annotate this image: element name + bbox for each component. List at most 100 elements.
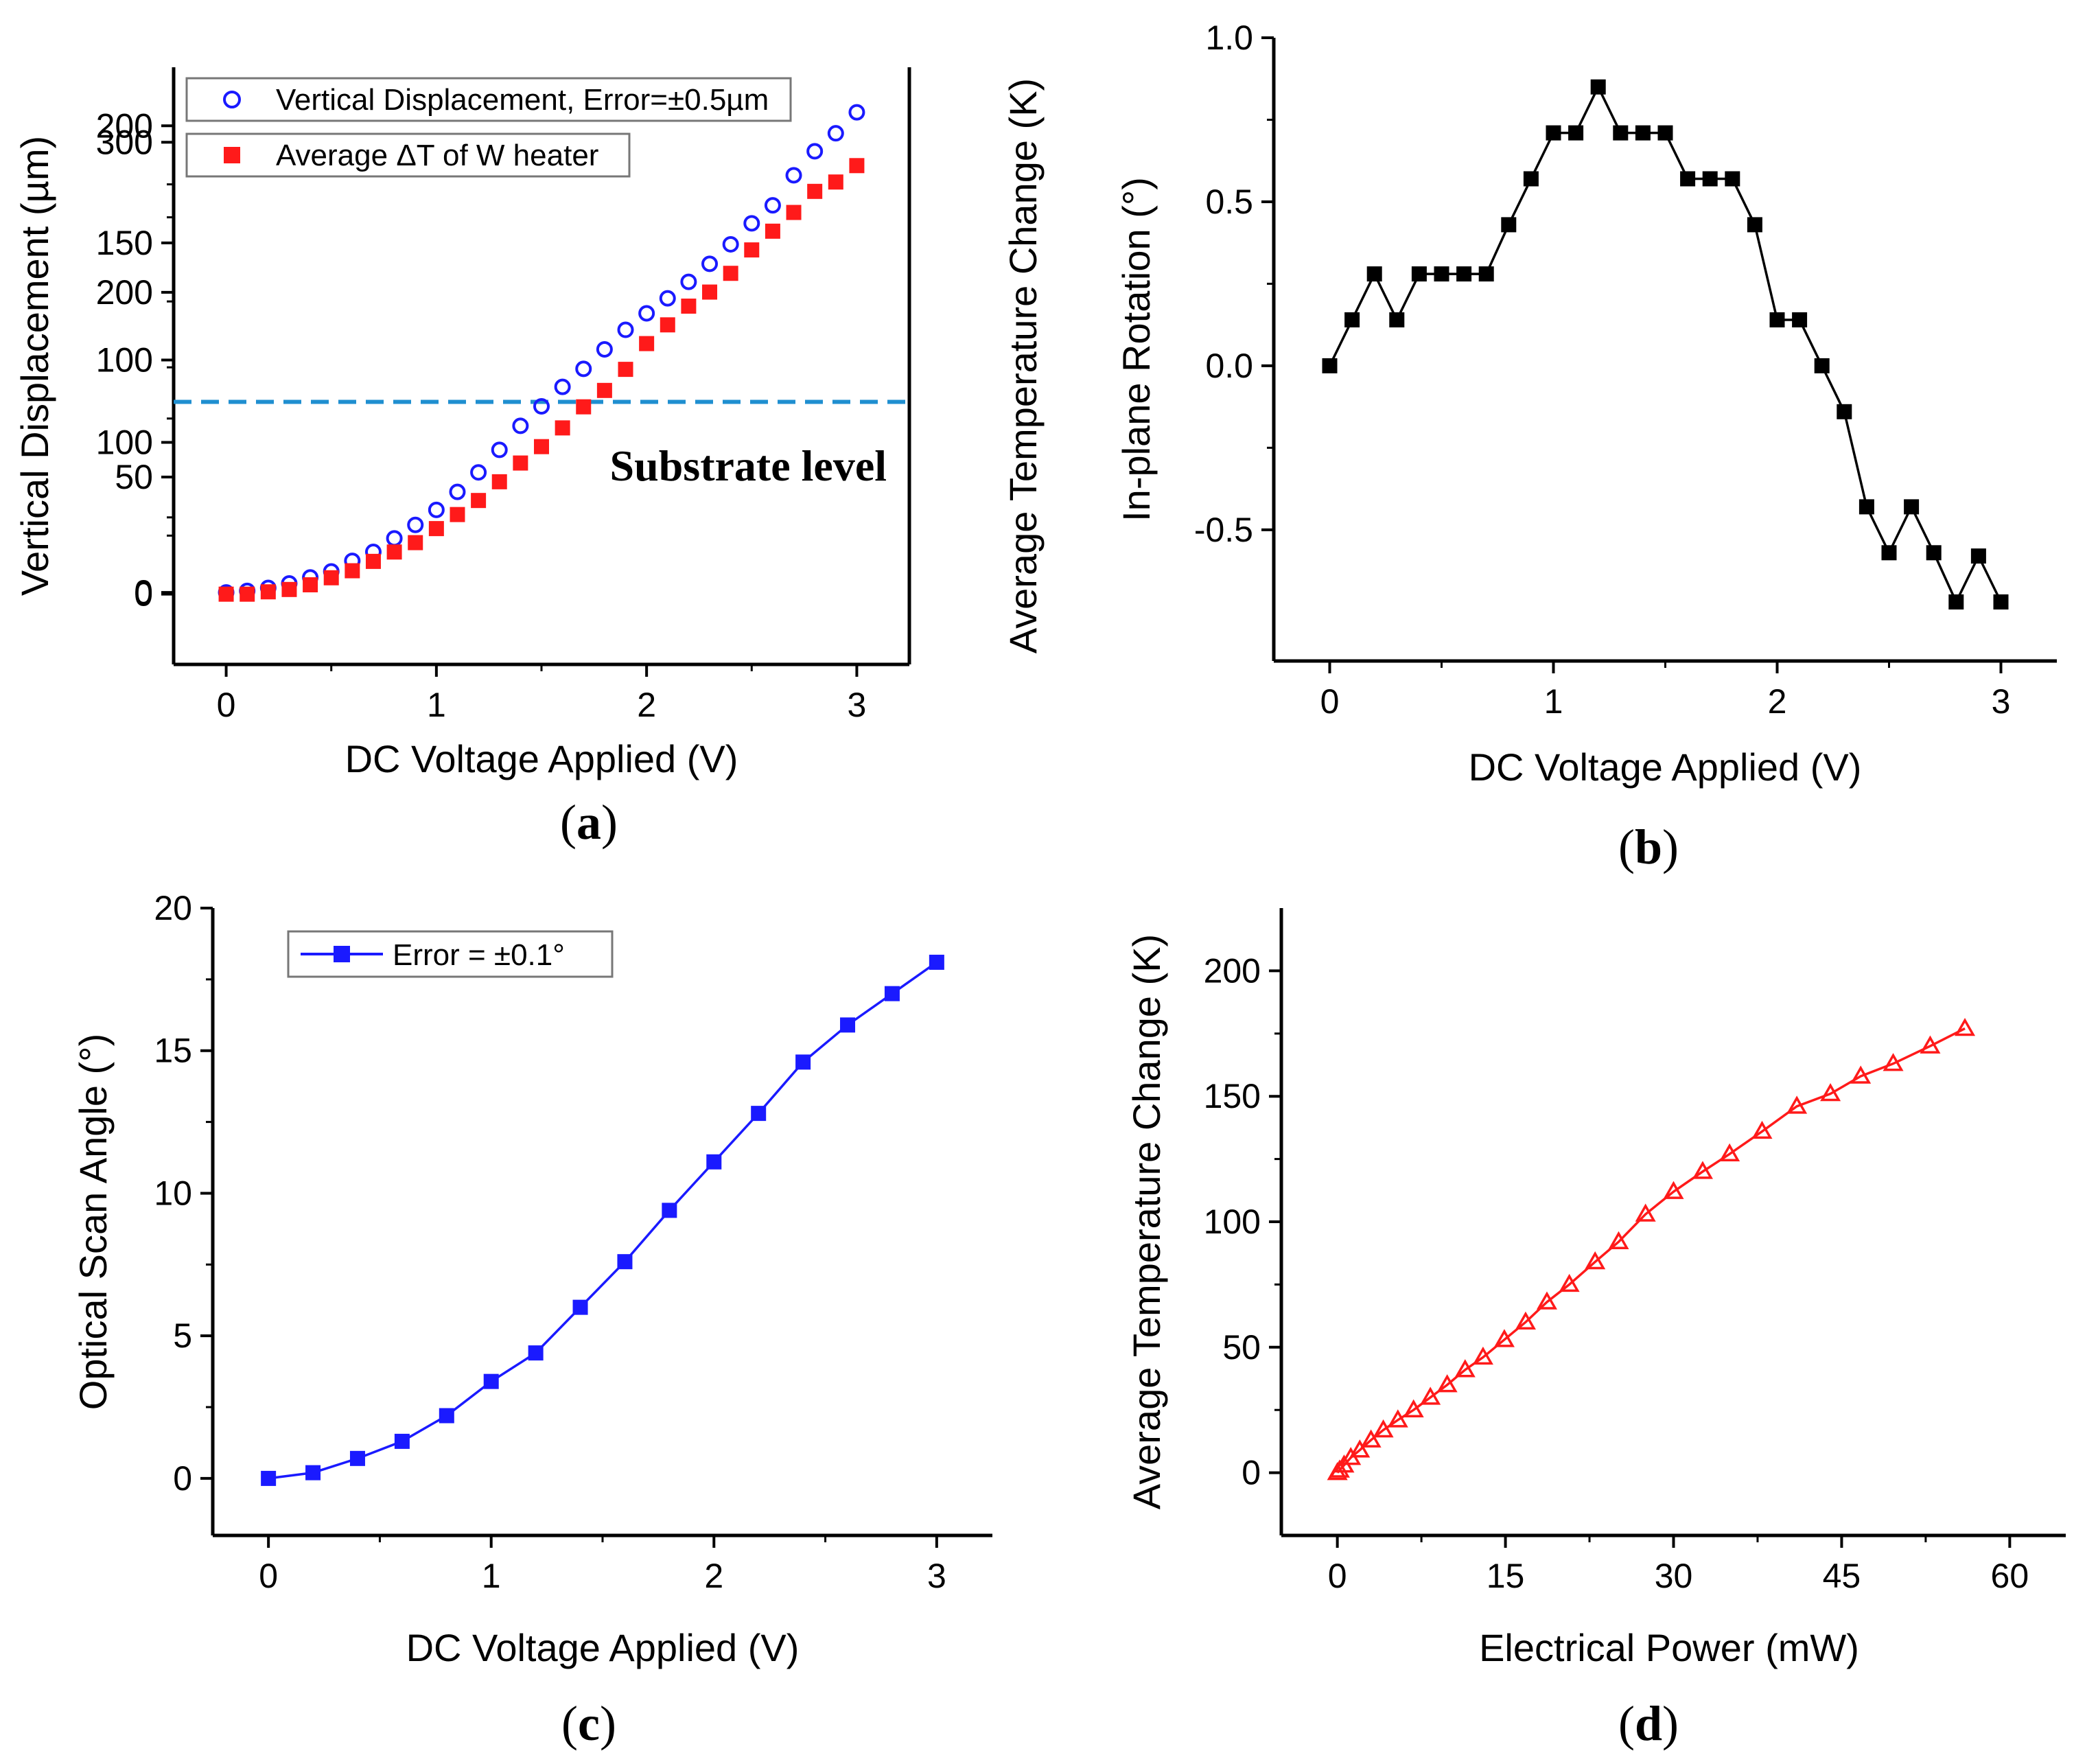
panel-c-scan-angle-point (261, 1470, 277, 1486)
panel-a-temperature-point (596, 382, 612, 398)
panel-a-left-y-tick-label: 0 (134, 573, 153, 612)
panel-a-temperature-point (240, 586, 255, 602)
panel-b-rotation-point (1590, 79, 1606, 95)
panel-b-rotation-point (1546, 125, 1561, 141)
panel-d-temperature-point (1349, 1439, 1371, 1458)
panel-a-legend-marker-1 (223, 91, 241, 108)
panel-d-temperature-point (1751, 1120, 1773, 1139)
panel-b-rotation-point (1411, 266, 1427, 282)
panel-c-legend-marker (334, 946, 350, 962)
panel-b-y-tick-label: 0.0 (1205, 347, 1253, 385)
panel-b-rotation-point (1366, 266, 1382, 282)
panel-a-temperature-point (365, 553, 381, 569)
panel-c-scan-angle-point (349, 1450, 365, 1466)
panel-a-legend-box-1 (185, 77, 792, 122)
panel-a-x-tick-label: 2 (637, 686, 656, 724)
panel-b-rotation-point (1725, 171, 1740, 187)
panel-b-rotation-point (1859, 499, 1874, 515)
panel-a-right-y-tick-label: 100 (96, 340, 153, 379)
panel-a-y-axis-label-left: Vertical Displacement (µm) (13, 136, 56, 596)
panel-d-temperature-point (1472, 1346, 1493, 1365)
panel-d-caption: (d) (1618, 1696, 1679, 1751)
panel-c-scan-angle-point (751, 1106, 767, 1122)
panel-a-legend-label-2: Average ΔT of W heater (276, 139, 598, 172)
panel-b-rotation-point (1904, 499, 1920, 515)
panel-d-temperature-point (1403, 1399, 1424, 1417)
panel-c-scan-angle-point (528, 1345, 544, 1361)
panel-a-displacement-point (596, 340, 613, 358)
panel-d-temperature-point (1719, 1143, 1740, 1162)
panel-d-x-tick-label: 30 (1655, 1557, 1693, 1595)
panel-b-rotation-point (1769, 312, 1785, 327)
panel-b-rotation-point (1523, 171, 1539, 187)
panel-c-y-ticks: 0 5 10 15 20 (154, 889, 213, 1498)
panel-a-legend-label-1: Vertical Displacement, Error=±0.5µm (276, 83, 769, 117)
panel-b-rotation-point (1635, 125, 1651, 141)
panel-b-rotation-point (1702, 171, 1718, 187)
panel-a-displacement-point (512, 417, 529, 434)
panel-c-caption: (c) (561, 1696, 616, 1751)
panel-d-temperature-point (1608, 1231, 1629, 1249)
panel-a-displacement-point (407, 516, 424, 533)
panel-a-legend: Vertical Displacement, Error=±0.5µm Aver… (185, 77, 792, 178)
panel-d-temperature-point (1920, 1035, 1941, 1054)
panel-a-y-ticks-left: 0 100 200 300 (96, 123, 174, 612)
panel-a-displacement-point (743, 215, 760, 232)
panel-b-rotation-line (1328, 84, 2003, 605)
panel-c-y-tick-label: 5 (173, 1316, 192, 1355)
panel-a-x-tick-label: 1 (427, 686, 446, 724)
panel-a-series-temperature (218, 158, 865, 602)
panel-d-temperature-point (1387, 1409, 1408, 1428)
panel-b-x-ticks: 0 1 2 3 (1320, 661, 2011, 721)
panel-d-temperature-point (1692, 1161, 1713, 1179)
panel-a-temperature-point (386, 544, 402, 560)
panel-b-rotation-point (1814, 358, 1830, 373)
panel-a-temperature-point (828, 174, 843, 190)
panel-c-y-axis-label: Optical Scan Angle (°) (71, 1034, 115, 1410)
panel-d-temperature-point (1373, 1419, 1394, 1438)
panel-c-y-tick-label: 15 (154, 1032, 192, 1070)
panel-a-x-tick-label: 0 (217, 686, 236, 724)
panel-a-temperature-point (681, 299, 697, 314)
panel-d-temperature-point (1515, 1311, 1536, 1330)
panel-d-temperature-point (1436, 1374, 1458, 1393)
panel-a-displacement-point (575, 360, 592, 378)
panel-b-y-tick-label: 1.0 (1205, 19, 1253, 57)
panel-a-right-y-tick-label: 50 (115, 458, 153, 496)
panel-c-series (261, 954, 944, 1486)
panel-a-temperature-point (744, 242, 760, 258)
panel-d-temperature-point (1536, 1291, 1558, 1310)
panel-d-temperature-point (1820, 1083, 1841, 1102)
panel-d-temperature-point (1329, 1459, 1350, 1478)
panel-a-temperature-point (281, 581, 297, 597)
panel-d-temperature-line (1336, 1027, 1966, 1474)
panel-c-scan-angle-point (483, 1373, 499, 1389)
panel-c-legend-label: Error = ±0.1° (393, 938, 565, 972)
panel-d-x-tick-label: 60 (1991, 1557, 2029, 1595)
panel-a-temperature-point (345, 563, 360, 579)
panel-b-rotation-point (1948, 594, 1964, 610)
panel-c-x-tick-label: 1 (482, 1557, 501, 1595)
panel-a-temperature-point (218, 586, 234, 602)
panel-b-rotation-point (1680, 171, 1696, 187)
panel-c-x-tick-label: 3 (927, 1557, 946, 1595)
panel-d-plot-frame (1279, 908, 2066, 1537)
panel-d-x-axis-label: Electrical Power (mW) (1479, 1626, 1859, 1669)
panel-a-substrate-level-label: Substrate level (610, 441, 887, 490)
panel-d-y-tick-label: 0 (1242, 1454, 1261, 1492)
panel-d-temperature-point (1955, 1017, 1976, 1036)
panel-b-x-tick-label: 0 (1320, 682, 1340, 721)
panel-c: 0 1 2 3 0 5 10 15 20 Error = ±0.1° DC Voltage A… (71, 889, 992, 1751)
panel-a-displacement-point (533, 398, 550, 415)
panel-a-x-axis-label: DC Voltage Applied (V) (345, 737, 738, 780)
panel-c-scan-angle-point (439, 1408, 454, 1424)
panel-a-temperature-point (702, 284, 718, 300)
panel-a-displacement-point (764, 197, 781, 214)
panel-a-temperature-point (786, 205, 802, 220)
panel-a-displacement-point (848, 104, 865, 121)
panel-b-y-tick-label: 0.5 (1205, 183, 1253, 221)
panel-b-x-tick-label: 3 (1992, 682, 2011, 721)
panel-a-displacement-point (491, 441, 508, 459)
panel-d-x-tick-label: 15 (1487, 1557, 1525, 1595)
